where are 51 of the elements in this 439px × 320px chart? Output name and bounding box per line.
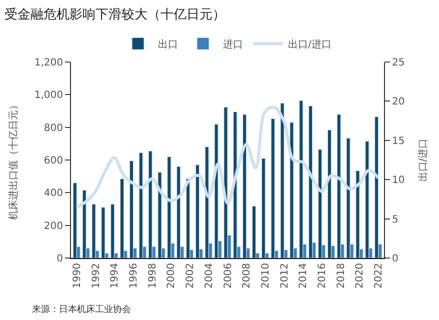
bar (138, 152, 143, 258)
x-tick-label: 1994 (110, 263, 121, 288)
bar (336, 114, 341, 258)
y-tick-label: 1,200 (34, 58, 63, 68)
x-tick-label: 1990 (72, 263, 83, 288)
x-tick-label: 2006 (222, 263, 234, 288)
y-tick-label: 0 (56, 254, 63, 264)
y2-tick-label: 5 (392, 214, 398, 226)
bar (327, 130, 332, 258)
x-tick-label: 2012 (279, 263, 290, 288)
y2-tick-label: 10 (392, 175, 405, 186)
bar (204, 146, 209, 258)
x-tick-label: 2014 (298, 263, 310, 288)
y-axis-title: 机床进出口值（十亿日元） (7, 100, 20, 220)
y-tick-label: 800 (44, 122, 63, 134)
y-tick-label: 200 (44, 220, 63, 232)
x-tick-label: 2020 (354, 263, 366, 288)
x-tick-label: 2018 (336, 263, 347, 288)
y2-axis-title: 出口/进口 (417, 138, 430, 182)
x-tick-label: 1992 (90, 263, 102, 288)
y2-tick-label: 15 (392, 136, 405, 147)
x-tick-label: 2010 (260, 263, 272, 288)
bar (120, 178, 124, 258)
x-tick-label: 2022 (374, 263, 385, 288)
y-tick-label: 600 (44, 156, 63, 166)
source-note: 来源：日本机床工业协会 (32, 304, 131, 315)
bar (195, 164, 200, 258)
line-series (75, 106, 380, 209)
x-tick-label: 2000 (166, 263, 178, 288)
bar (72, 182, 77, 258)
bar (186, 178, 190, 258)
bar (261, 158, 266, 258)
y2-tick-label: 0 (392, 254, 398, 264)
legend-label: 出口/进口 (288, 38, 332, 50)
x-tick-label: 2004 (204, 263, 215, 288)
y-tick-label: 1,000 (34, 90, 63, 102)
x-tick-label: 2002 (185, 263, 196, 288)
x-tick-label: 2016 (317, 263, 328, 288)
chart-title: 受金融危机影响下滑较大（十亿日元） (4, 8, 226, 23)
y2-tick-label: 25 (392, 58, 405, 68)
x-tick-label: 2008 (242, 263, 253, 288)
x-tick-label: 1998 (147, 263, 158, 288)
legend-label: 出口 (158, 38, 178, 50)
legend-label: 进口 (223, 38, 243, 50)
y2-tick-label: 20 (392, 96, 405, 108)
bar (129, 160, 134, 258)
bar (270, 118, 275, 258)
x-tick-label: 1996 (128, 263, 140, 288)
bar (318, 149, 322, 258)
bar (252, 206, 256, 258)
y-tick-label: 400 (44, 188, 63, 200)
